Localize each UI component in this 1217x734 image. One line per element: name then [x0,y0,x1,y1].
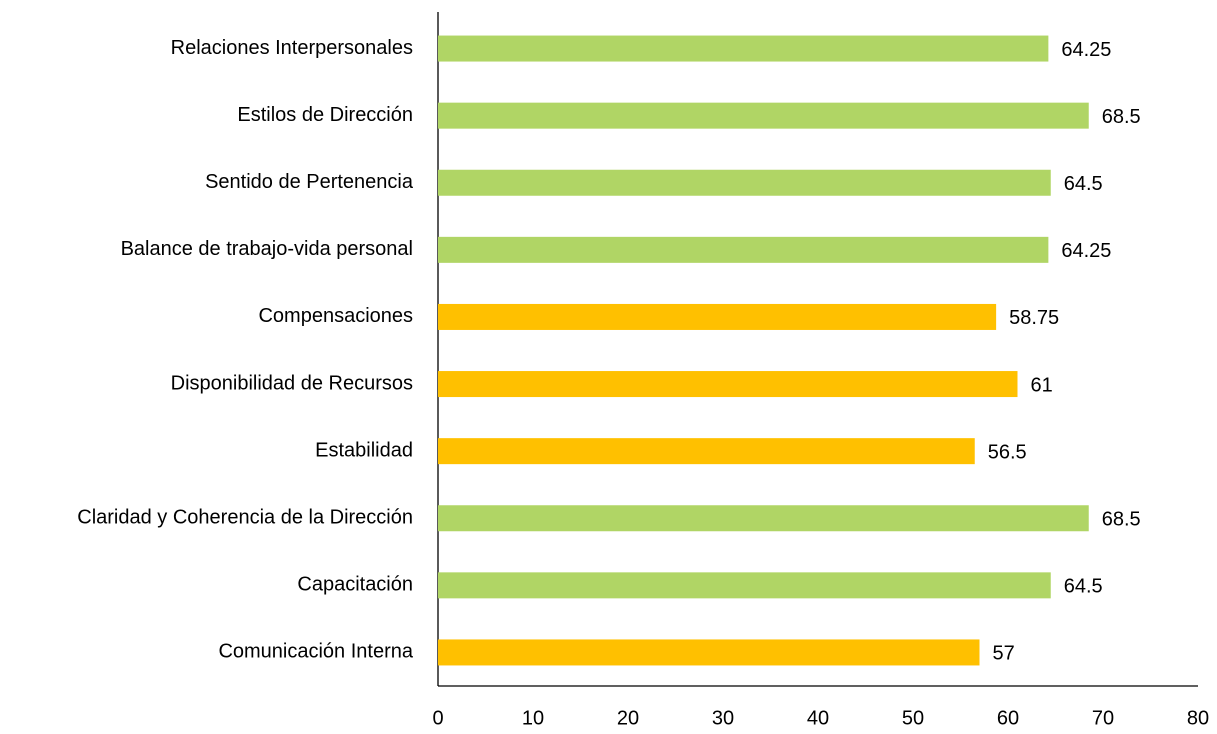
y-tick-label: Claridad y Coherencia de la Dirección [77,507,413,529]
y-tick-label: Estilos de Dirección [237,104,413,126]
x-tick-label: 30 [712,707,734,729]
y-tick-label: Capacitación [297,574,413,596]
data-label: 64.5 [1064,173,1103,195]
x-tick-label: 70 [1092,707,1114,729]
bar [438,303,997,330]
bar [438,639,980,666]
x-tick-label: 10 [522,707,544,729]
x-tick-label: 20 [617,707,639,729]
bar [438,505,1089,532]
data-label: 64.25 [1061,240,1111,262]
data-label: 58.75 [1009,307,1059,329]
y-tick-label: Disponibilidad de Recursos [171,372,413,394]
x-tick-label: 40 [807,707,829,729]
y-tick-label: Sentido de Pertenencia [205,171,414,193]
bar [438,438,975,465]
x-tick-label: 50 [902,707,924,729]
bar [438,169,1051,196]
y-tick-label: Comunicación Interna [218,641,413,663]
data-label: 64.25 [1061,39,1111,61]
data-label: 56.5 [988,441,1027,463]
data-label: 68.5 [1102,106,1141,128]
bar [438,35,1049,62]
data-label: 68.5 [1102,509,1141,531]
bar [438,102,1089,129]
y-tick-label: Relaciones Interpersonales [171,37,413,59]
bar [438,236,1049,263]
x-tick-label: 60 [997,707,1019,729]
y-tick-label: Compensaciones [258,305,413,327]
data-label: 64.5 [1064,576,1103,598]
x-tick-label: 0 [432,707,443,729]
bar [438,572,1051,599]
data-label: 57 [993,643,1015,665]
y-tick-label: Estabilidad [315,439,413,461]
y-tick-label: Balance de trabajo-vida personal [121,238,413,260]
x-tick-label: 80 [1187,707,1209,729]
data-label: 61 [1031,374,1053,396]
bar [438,371,1018,398]
